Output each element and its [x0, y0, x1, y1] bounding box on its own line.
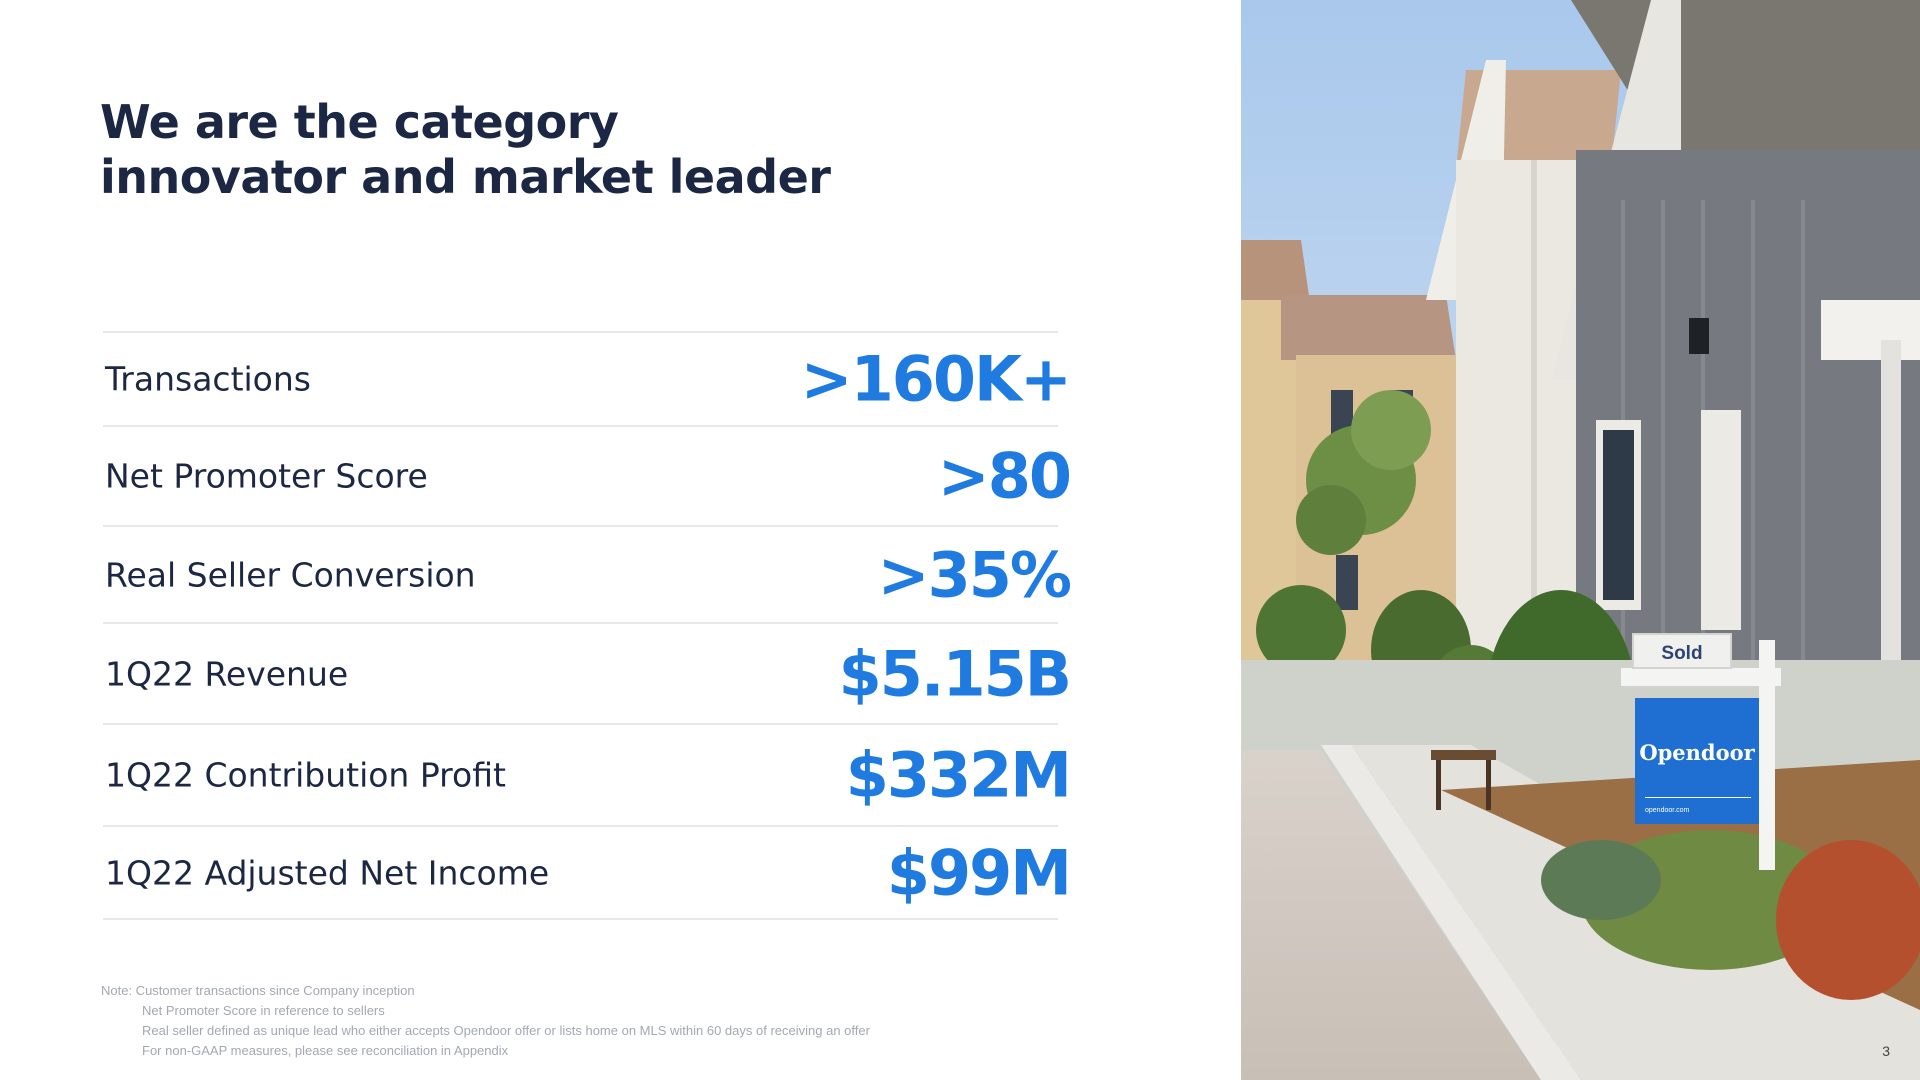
metric-label: 1Q22 Adjusted Net Income: [105, 853, 550, 892]
metric-value: $5.15B: [838, 637, 1072, 710]
metric-label: Transactions: [105, 359, 311, 399]
house-photo: Sold Opendoor opendoor.com: [1241, 0, 1920, 1080]
metric-value: $332M: [845, 738, 1072, 812]
sold-rider: [1632, 633, 1732, 669]
board: [1661, 200, 1665, 800]
opendoor-sign: [1635, 698, 1759, 824]
sign-rule: [1645, 797, 1751, 798]
tree: [1296, 485, 1366, 555]
bench: [1431, 750, 1496, 760]
metrics-table: Transactions >160K+ Net Promoter Score >…: [103, 331, 1072, 920]
window: [1336, 555, 1358, 610]
house-photo-illustration: Sold Opendoor opendoor.com: [1241, 0, 1920, 1080]
curb: [1321, 745, 1581, 1080]
back-roof: [1281, 295, 1456, 360]
metric-label: Net Promoter Score: [105, 456, 428, 496]
title-line-2: innovator and market leader: [100, 150, 831, 204]
footnote-3: Real seller defined as unique lead who e…: [142, 1023, 870, 1038]
window: [1331, 390, 1353, 435]
sign-url-text: opendoor.com: [1645, 807, 1690, 814]
title-line-1: We are the category: [100, 95, 619, 149]
bench-leg: [1486, 760, 1491, 810]
far-roof: [1241, 240, 1311, 310]
sign-arm: [1621, 668, 1781, 686]
metric-value: >35%: [877, 538, 1072, 611]
metric-row-revenue: 1Q22 Revenue $5.15B: [103, 622, 1072, 723]
lamp: [1689, 318, 1709, 354]
sold-text: Sold: [1661, 643, 1702, 664]
footnote-1: Note: Customer transactions since Compan…: [101, 983, 415, 998]
red-shrub: [1776, 840, 1920, 1000]
metric-row-seller-conversion: Real Seller Conversion >35%: [103, 525, 1072, 622]
metric-row-contribution-profit: 1Q22 Contribution Profit $332M: [103, 723, 1072, 825]
garden-plants: [1541, 840, 1661, 920]
footnote-4: For non-GAAP measures, please see reconc…: [142, 1043, 509, 1058]
content-panel: We are the category innovator and market…: [100, 95, 1073, 1061]
metric-row-transactions: Transactions >160K+: [103, 331, 1072, 425]
window: [1603, 430, 1634, 600]
porch-roof: [1821, 300, 1920, 360]
footnotes: Note: Customer transactions since Compan…: [101, 981, 870, 1061]
footnote-2: Net Promoter Score in reference to selle…: [142, 1003, 385, 1018]
shrub: [1256, 585, 1346, 675]
sign-post: [1759, 640, 1775, 870]
metric-value: >160K+: [800, 342, 1072, 416]
page-number: 3: [1882, 1043, 1890, 1059]
metric-label: 1Q22 Revenue: [105, 654, 349, 693]
metric-value: $99M: [886, 836, 1072, 909]
door-frame: [1701, 410, 1741, 630]
tree: [1351, 390, 1431, 470]
slide-title: We are the category innovator and market…: [100, 95, 831, 205]
board: [1801, 200, 1805, 800]
metric-label: 1Q22 Contribution Profit: [105, 755, 506, 795]
metric-row-nps: Net Promoter Score >80: [103, 425, 1072, 525]
bench-leg: [1436, 760, 1441, 810]
metric-label: Real Seller Conversion: [105, 555, 476, 594]
metric-value: >80: [937, 439, 1072, 513]
sign-brand-text: Opendoor: [1639, 740, 1755, 765]
metric-row-adjusted-net-income: 1Q22 Adjusted Net Income $99M: [103, 825, 1072, 920]
trim: [1531, 160, 1537, 720]
sidewalk: [1241, 750, 1541, 1080]
board: [1751, 200, 1755, 800]
